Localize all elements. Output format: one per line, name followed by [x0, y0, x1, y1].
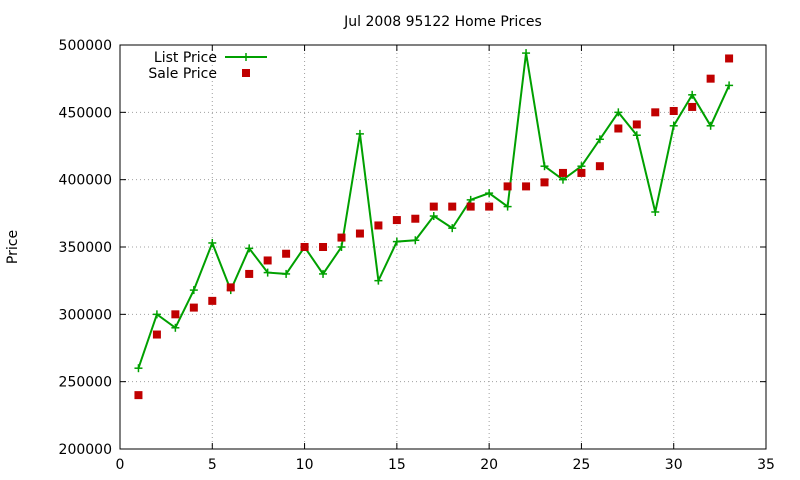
- y-tick-label: 500000: [59, 38, 112, 54]
- data-point: [577, 168, 586, 177]
- y-tick-label: 350000: [59, 240, 112, 256]
- y-tick-label: 300000: [59, 307, 112, 323]
- data-point: [669, 121, 678, 130]
- data-point: [208, 296, 217, 305]
- grid-lines: [120, 45, 766, 449]
- data-point: [651, 207, 660, 216]
- data-point: [208, 238, 217, 247]
- data-point: [282, 269, 291, 278]
- data-point: [540, 178, 549, 187]
- legend-label: Sale Price: [148, 66, 217, 82]
- data-point: [540, 162, 549, 171]
- x-tick-label: 20: [480, 457, 498, 473]
- data-point: [411, 236, 420, 245]
- data-point: [688, 90, 697, 99]
- x-tick-label: 15: [388, 457, 406, 473]
- data-point: [263, 268, 272, 277]
- data-point: [263, 256, 272, 265]
- data-point: [522, 182, 531, 191]
- data-point: [485, 189, 494, 198]
- legend-marker: [242, 53, 250, 61]
- data-point: [337, 243, 346, 251]
- series-list-price: [134, 49, 734, 373]
- data-point: [374, 276, 383, 285]
- y-tick-label: 450000: [59, 105, 112, 121]
- data-point: [337, 233, 346, 242]
- x-tick-label: 0: [116, 457, 125, 473]
- data-point: [429, 202, 438, 211]
- y-tick-label: 250000: [59, 375, 112, 391]
- x-tick-label: 25: [573, 457, 591, 473]
- x-tick-label: 10: [296, 457, 314, 473]
- x-tick-label: 5: [208, 457, 217, 473]
- data-point: [614, 108, 623, 117]
- data-point: [632, 131, 641, 140]
- data-point: [706, 74, 715, 83]
- data-point: [448, 224, 457, 233]
- data-point: [374, 221, 383, 230]
- data-point: [595, 162, 604, 171]
- data-point: [282, 249, 291, 258]
- data-point: [245, 244, 254, 253]
- data-point: [355, 129, 364, 138]
- data-point: [429, 212, 438, 221]
- y-tick-label: 200000: [59, 442, 112, 458]
- data-point: [466, 202, 475, 211]
- axis-ticks: 200000 250000 300000 350000 400000 450000 5000…: [59, 38, 775, 473]
- data-point: [171, 310, 180, 319]
- series-line: [137, 52, 730, 369]
- x-tick-label: 35: [757, 457, 775, 473]
- legend-label: List Price: [154, 50, 217, 66]
- data-point: [319, 243, 328, 251]
- data-point: [134, 391, 143, 400]
- data-point: [614, 124, 623, 133]
- data-point: [503, 202, 512, 211]
- data-point: [245, 269, 254, 278]
- data-point: [595, 135, 604, 144]
- data-point: [448, 202, 457, 211]
- data-point: [688, 102, 697, 111]
- data-point: [189, 286, 198, 295]
- data-point: [411, 214, 420, 223]
- data-point: [485, 202, 494, 211]
- data-point: [577, 162, 586, 171]
- data-point: [725, 54, 734, 63]
- series: [134, 49, 734, 400]
- data-point: [392, 237, 401, 246]
- data-point: [706, 121, 715, 130]
- series-sale-price: [134, 54, 734, 400]
- data-point: [558, 168, 567, 177]
- data-point: [134, 364, 143, 373]
- data-point: [651, 108, 660, 117]
- x-tick-label: 30: [665, 457, 683, 473]
- chart-title: Jul 2008 95122 Home Prices: [343, 14, 542, 30]
- data-point: [152, 310, 161, 319]
- data-point: [171, 323, 180, 332]
- data-point: [392, 216, 401, 225]
- data-point: [669, 106, 678, 115]
- data-point: [725, 81, 734, 90]
- data-point: [152, 330, 161, 339]
- data-point: [300, 243, 309, 251]
- data-point: [189, 303, 198, 312]
- data-point: [466, 195, 475, 204]
- y-tick-label: 400000: [59, 173, 112, 189]
- y-axis-label: Price: [5, 230, 21, 264]
- data-point: [522, 49, 531, 58]
- data-point: [632, 120, 641, 129]
- data-point: [226, 283, 235, 292]
- data-point: [558, 175, 567, 184]
- legend-marker: [242, 69, 250, 77]
- data-point: [355, 229, 364, 238]
- data-point: [319, 269, 328, 278]
- data-point: [503, 182, 512, 191]
